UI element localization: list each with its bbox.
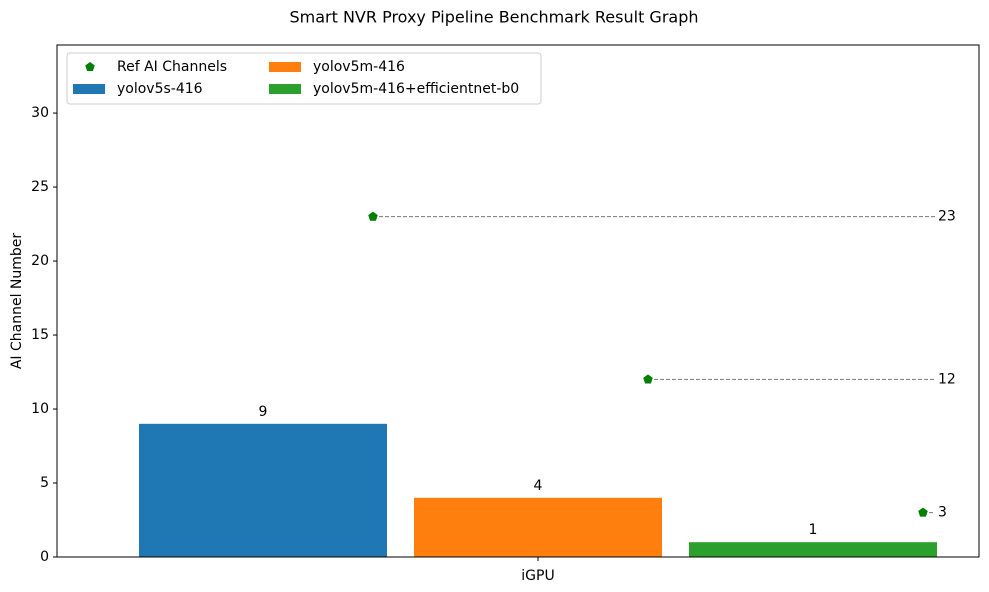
reference-label: 12 xyxy=(938,371,956,387)
y-tick-label: 5 xyxy=(40,475,49,491)
legend-swatch xyxy=(269,62,301,72)
legend-label: yolov5m-416+efficientnet-b0 xyxy=(313,81,519,97)
bar-value-label: 9 xyxy=(259,404,268,420)
y-tick-label: 20 xyxy=(31,253,49,269)
legend-swatch xyxy=(269,84,301,94)
legend-box xyxy=(66,52,542,105)
y-tick-label: 30 xyxy=(31,105,49,121)
chart-title: Smart NVR Proxy Pipeline Benchmark Resul… xyxy=(289,8,698,27)
legend: Ref AI Channels yolov5s-416 yolov5m-416 yol… xyxy=(66,52,542,105)
legend-label: yolov5s-416 xyxy=(117,81,203,97)
bar-value-label: 1 xyxy=(809,522,818,538)
bar xyxy=(414,497,662,557)
y-axis-label: AI Channel Number xyxy=(9,233,25,370)
y-tick-label: 0 xyxy=(40,549,49,565)
y-tick-label: 25 xyxy=(31,179,49,195)
bar-value-label: 4 xyxy=(534,478,543,494)
y-tick-label: 10 xyxy=(31,401,49,417)
reference-label: 23 xyxy=(938,209,956,225)
plot-frame xyxy=(56,44,980,558)
legend-label: Ref AI Channels xyxy=(117,59,227,75)
y-tick-label: 15 xyxy=(31,327,49,343)
reference-label: 3 xyxy=(938,505,947,521)
reference-marker xyxy=(643,374,653,384)
x-tick-label: iGPU xyxy=(521,568,554,584)
legend-marker xyxy=(85,62,95,72)
reference-marker xyxy=(918,507,928,517)
legend-swatch xyxy=(73,84,105,94)
bar xyxy=(689,542,937,557)
legend-label: yolov5m-416 xyxy=(313,59,405,75)
reference-marker xyxy=(368,211,378,221)
bar xyxy=(139,423,387,557)
